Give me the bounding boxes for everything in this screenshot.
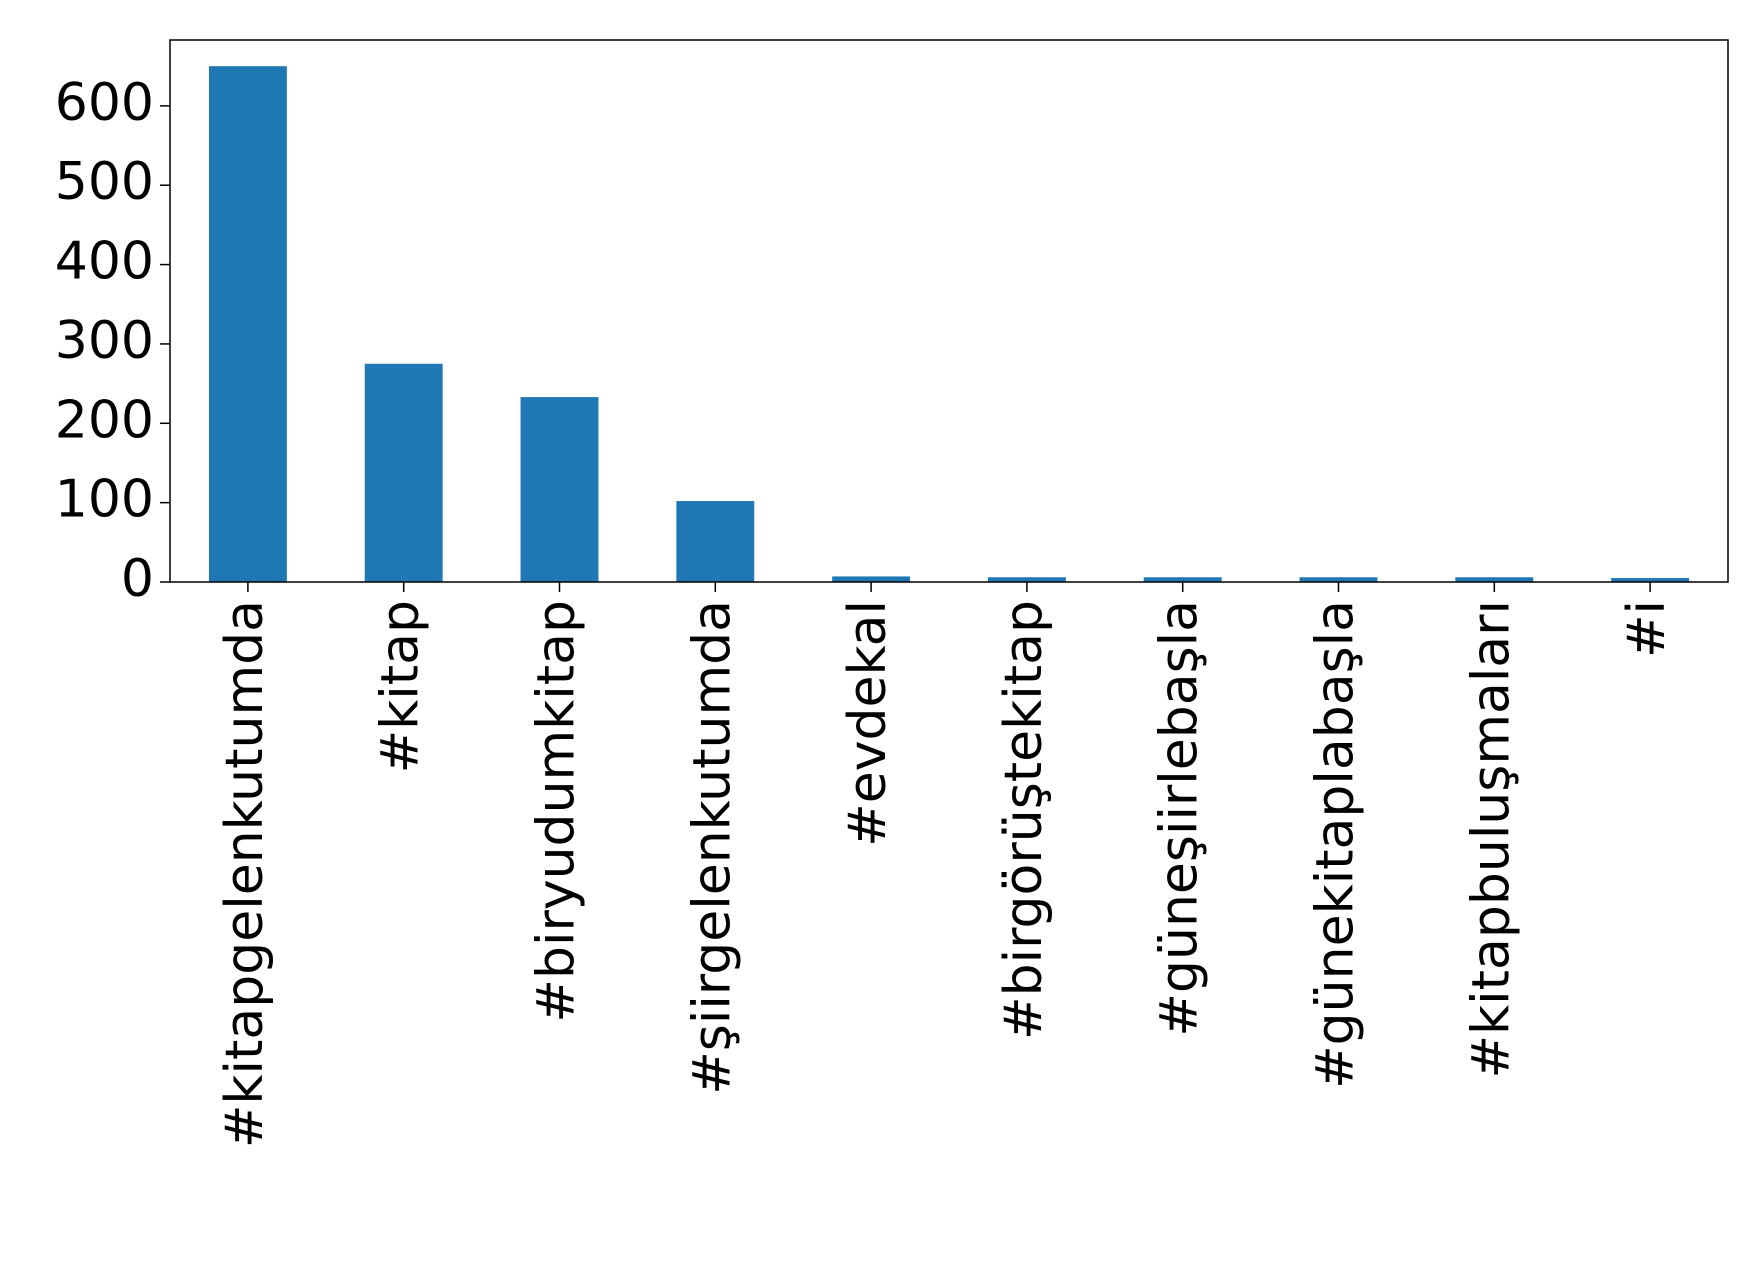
x-tick-label: #güneşiirlebaşla — [1150, 600, 1210, 1037]
bar — [1611, 578, 1690, 582]
y-tick-label: 600 — [55, 73, 154, 133]
y-tick-label: 400 — [55, 232, 154, 292]
x-tick-label: #birgörüştekitap — [994, 600, 1054, 1040]
x-tick-label: #kitap — [371, 600, 431, 773]
x-tick-label: #günekitaplabaşla — [1306, 600, 1366, 1089]
x-tick-label: #biryudumkitap — [527, 600, 587, 1023]
x-tick-label: #kitapbuluşmaları — [1461, 600, 1521, 1079]
bar — [208, 66, 287, 583]
y-tick-label: 100 — [55, 470, 154, 530]
y-tick-label: 300 — [55, 311, 154, 371]
y-tick-label: 200 — [55, 390, 154, 450]
y-tick-label: 500 — [55, 152, 154, 212]
x-tick-label: #şiirgelenkutumda — [682, 600, 742, 1095]
x-tick-label: #i — [1617, 600, 1677, 658]
bar — [520, 397, 599, 582]
bar — [676, 501, 755, 582]
plot-frame — [169, 39, 1729, 583]
x-tick-label: #kitapgelenkutumda — [215, 600, 275, 1148]
bar — [1143, 577, 1222, 582]
bar — [364, 363, 443, 582]
bar — [987, 577, 1066, 582]
bar — [1455, 577, 1534, 582]
bar — [1299, 577, 1378, 582]
bar — [832, 576, 911, 582]
y-tick-label: 0 — [121, 549, 154, 609]
x-tick-label: #evdekal — [838, 600, 898, 847]
